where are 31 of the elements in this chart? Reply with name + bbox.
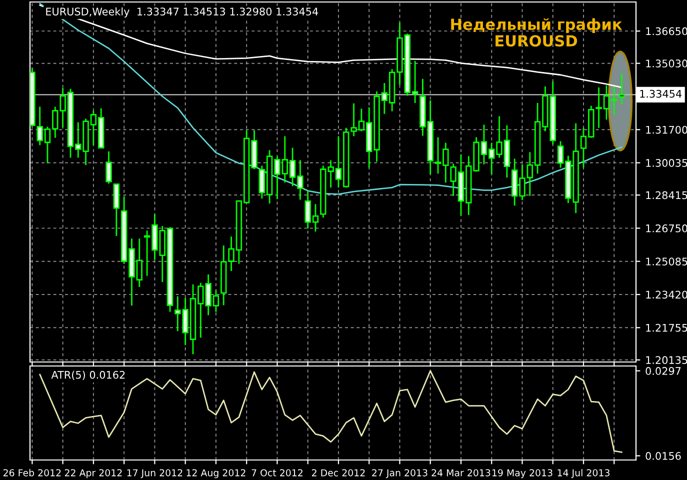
ref-line-label: 1.33454 bbox=[640, 90, 682, 98]
y-tick-label: 1.35030 bbox=[646, 60, 687, 68]
x-tick-label: 27 Jan 2013 bbox=[372, 469, 428, 478]
y-tick-label: 1.23420 bbox=[646, 290, 687, 299]
y-tick-label: 1.26750 bbox=[646, 224, 687, 232]
y-tick-label: 1.20135 bbox=[646, 356, 687, 364]
chart-title: ATR(5) 0.0162 bbox=[51, 370, 125, 380]
x-tick-label: 12 Aug 2012 bbox=[186, 469, 246, 478]
x-tick-label: 7 Oct 2012 bbox=[252, 469, 302, 476]
x-tick-label: 14 Jul 2013 bbox=[558, 469, 610, 478]
y-tick-label: 0.0297 bbox=[646, 367, 681, 375]
y-tick-label: 1.30035 bbox=[646, 159, 687, 167]
x-tick-label: 22 Apr 2012 bbox=[64, 469, 122, 478]
y-tick-label: 1.25085 bbox=[646, 258, 687, 266]
y-tick-label: 1.36650 bbox=[646, 27, 687, 36]
candlestick bbox=[113, 182, 120, 237]
line-series bbox=[39, 4, 622, 88]
x-tick-label: 24 Mar 2013 bbox=[432, 469, 490, 476]
x-tick-label: 17 Jun 2012 bbox=[127, 469, 182, 478]
y-tick-label: 1.21755 bbox=[646, 324, 687, 332]
y-tick-label: 1.31700 bbox=[646, 126, 687, 134]
x-tick-label: 2 Dec 2012 bbox=[312, 469, 365, 476]
x-tick-label: 19 May 2013 bbox=[492, 469, 552, 478]
candlestick bbox=[618, 72, 625, 105]
x-tick-label: 26 Feb 2012 bbox=[3, 469, 61, 476]
text: EURUSD,Weekly 1.33347 1.34513 1.32980 1.33454 bbox=[46, 7, 318, 18]
annotation: Недельный график EUROUSD bbox=[451, 18, 622, 47]
candlestick bbox=[106, 150, 112, 184]
line-series bbox=[39, 370, 622, 453]
y-tick-label: 0.0156 bbox=[646, 452, 681, 460]
y-tick-label: 1.28415 bbox=[646, 191, 687, 200]
